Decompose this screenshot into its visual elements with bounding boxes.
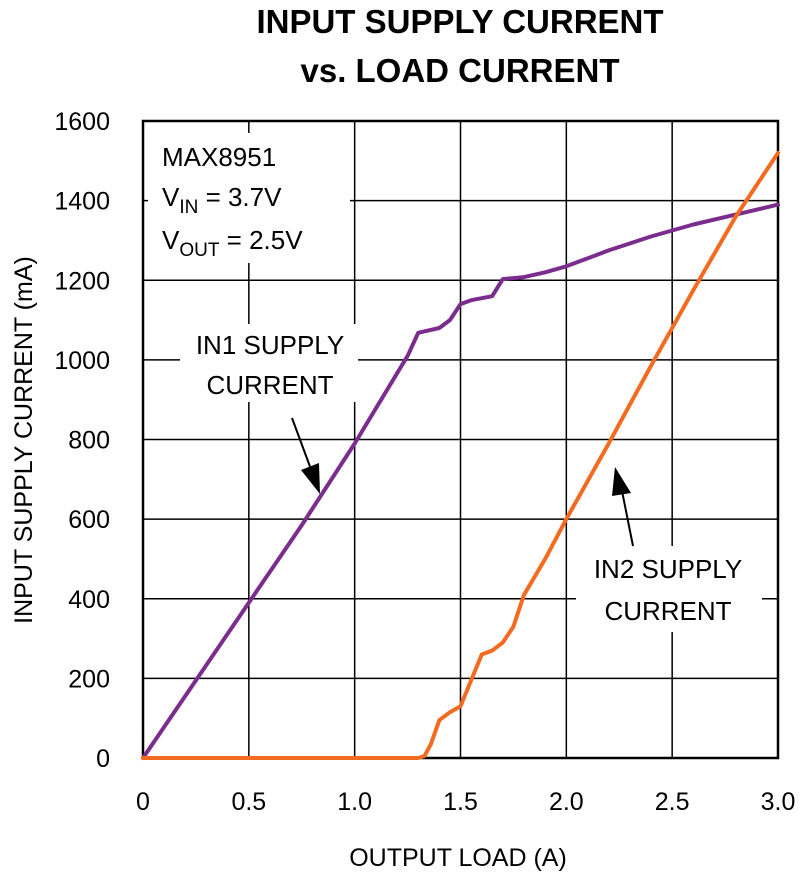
y-tick-label: 600 — [68, 506, 110, 534]
y-tick-label: 1400 — [54, 188, 110, 216]
annot-in2-line1: IN2 SUPPLY — [594, 554, 742, 584]
y-tick-label: 0 — [96, 745, 110, 773]
y-tick-label: 1000 — [54, 347, 110, 375]
x-tick-label: 2.5 — [655, 788, 690, 816]
y-tick-label: 400 — [68, 586, 110, 614]
annot-in1-line1: IN1 SUPPLY — [196, 330, 344, 360]
info-vin: VIN = 3.7V — [162, 182, 282, 218]
annot-in2-line2: CURRENT — [604, 596, 731, 626]
info-device: MAX8951 — [162, 142, 276, 172]
y-tick-label: 1200 — [54, 267, 110, 295]
y-tick-label: 200 — [68, 665, 110, 693]
x-tick-labels: 0 0.5 1.0 1.5 2.0 2.5 3.0 — [136, 788, 795, 816]
y-tick-label: 1600 — [54, 108, 110, 136]
annot-in2-background — [576, 546, 762, 632]
chart-title-line1: INPUT SUPPLY CURRENT — [256, 3, 663, 40]
annot-in2-arrow — [612, 467, 634, 547]
info-vout-value: = 2.5V — [219, 225, 303, 255]
x-tick-label: 1.5 — [443, 788, 478, 816]
info-vout-main: V — [162, 225, 180, 255]
x-tick-label: 0 — [136, 788, 150, 816]
x-tick-label: 1.0 — [337, 788, 372, 816]
series-line-in2 — [141, 150, 780, 760]
x-tick-label: 2.0 — [549, 788, 584, 816]
info-vin-value: = 3.7V — [198, 182, 282, 212]
annot-in1-arrow — [291, 417, 320, 494]
info-box-background — [148, 133, 350, 263]
y-tick-label: 800 — [68, 427, 110, 455]
info-vout-sub: OUT — [179, 240, 220, 261]
series-layer — [141, 150, 780, 760]
x-tick-label: 3.0 — [761, 788, 796, 816]
x-tick-label: 0.5 — [231, 788, 266, 816]
annot-in1-background — [180, 324, 358, 402]
series-line-in1 — [141, 202, 780, 760]
info-vin-main: V — [162, 182, 180, 212]
plot-border — [141, 119, 780, 760]
x-axis-label: OUTPUT LOAD (A) — [349, 844, 567, 872]
info-vin-sub: IN — [179, 197, 198, 218]
plot-frame — [141, 119, 780, 760]
info-vout: VOUT = 2.5V — [162, 225, 303, 261]
chart-title-line2: vs. LOAD CURRENT — [300, 52, 619, 89]
y-axis-label: INPUT SUPPLY CURRENT (mA) — [10, 256, 38, 624]
annot-in1-line2: CURRENT — [206, 370, 333, 400]
y-tick-labels: 0 200 400 600 800 1000 1200 1400 1600 — [54, 108, 110, 773]
